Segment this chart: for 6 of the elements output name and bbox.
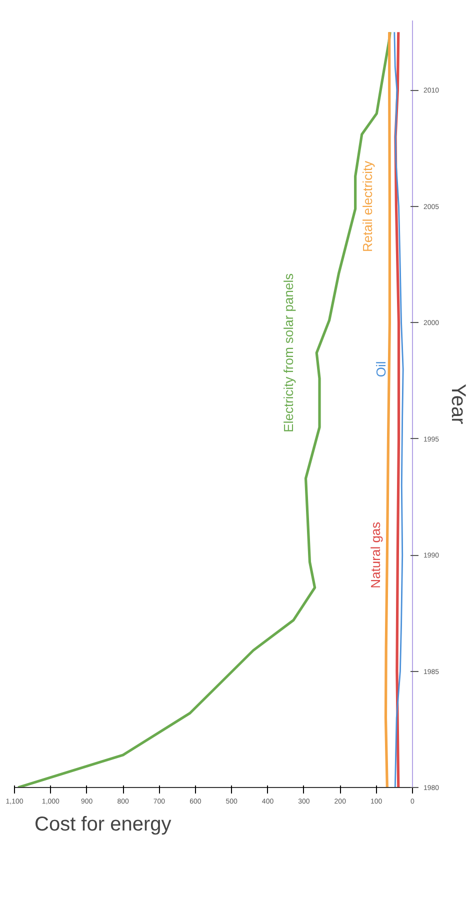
- y-axis-title: Year: [447, 384, 470, 425]
- x-axis-title: Cost for energy: [34, 814, 172, 836]
- text: Electricity from solar panels: [281, 272, 296, 432]
- text: Natural gas: [368, 521, 384, 588]
- text: Retail electricity: [360, 160, 376, 252]
- text: Oil: [374, 361, 389, 378]
